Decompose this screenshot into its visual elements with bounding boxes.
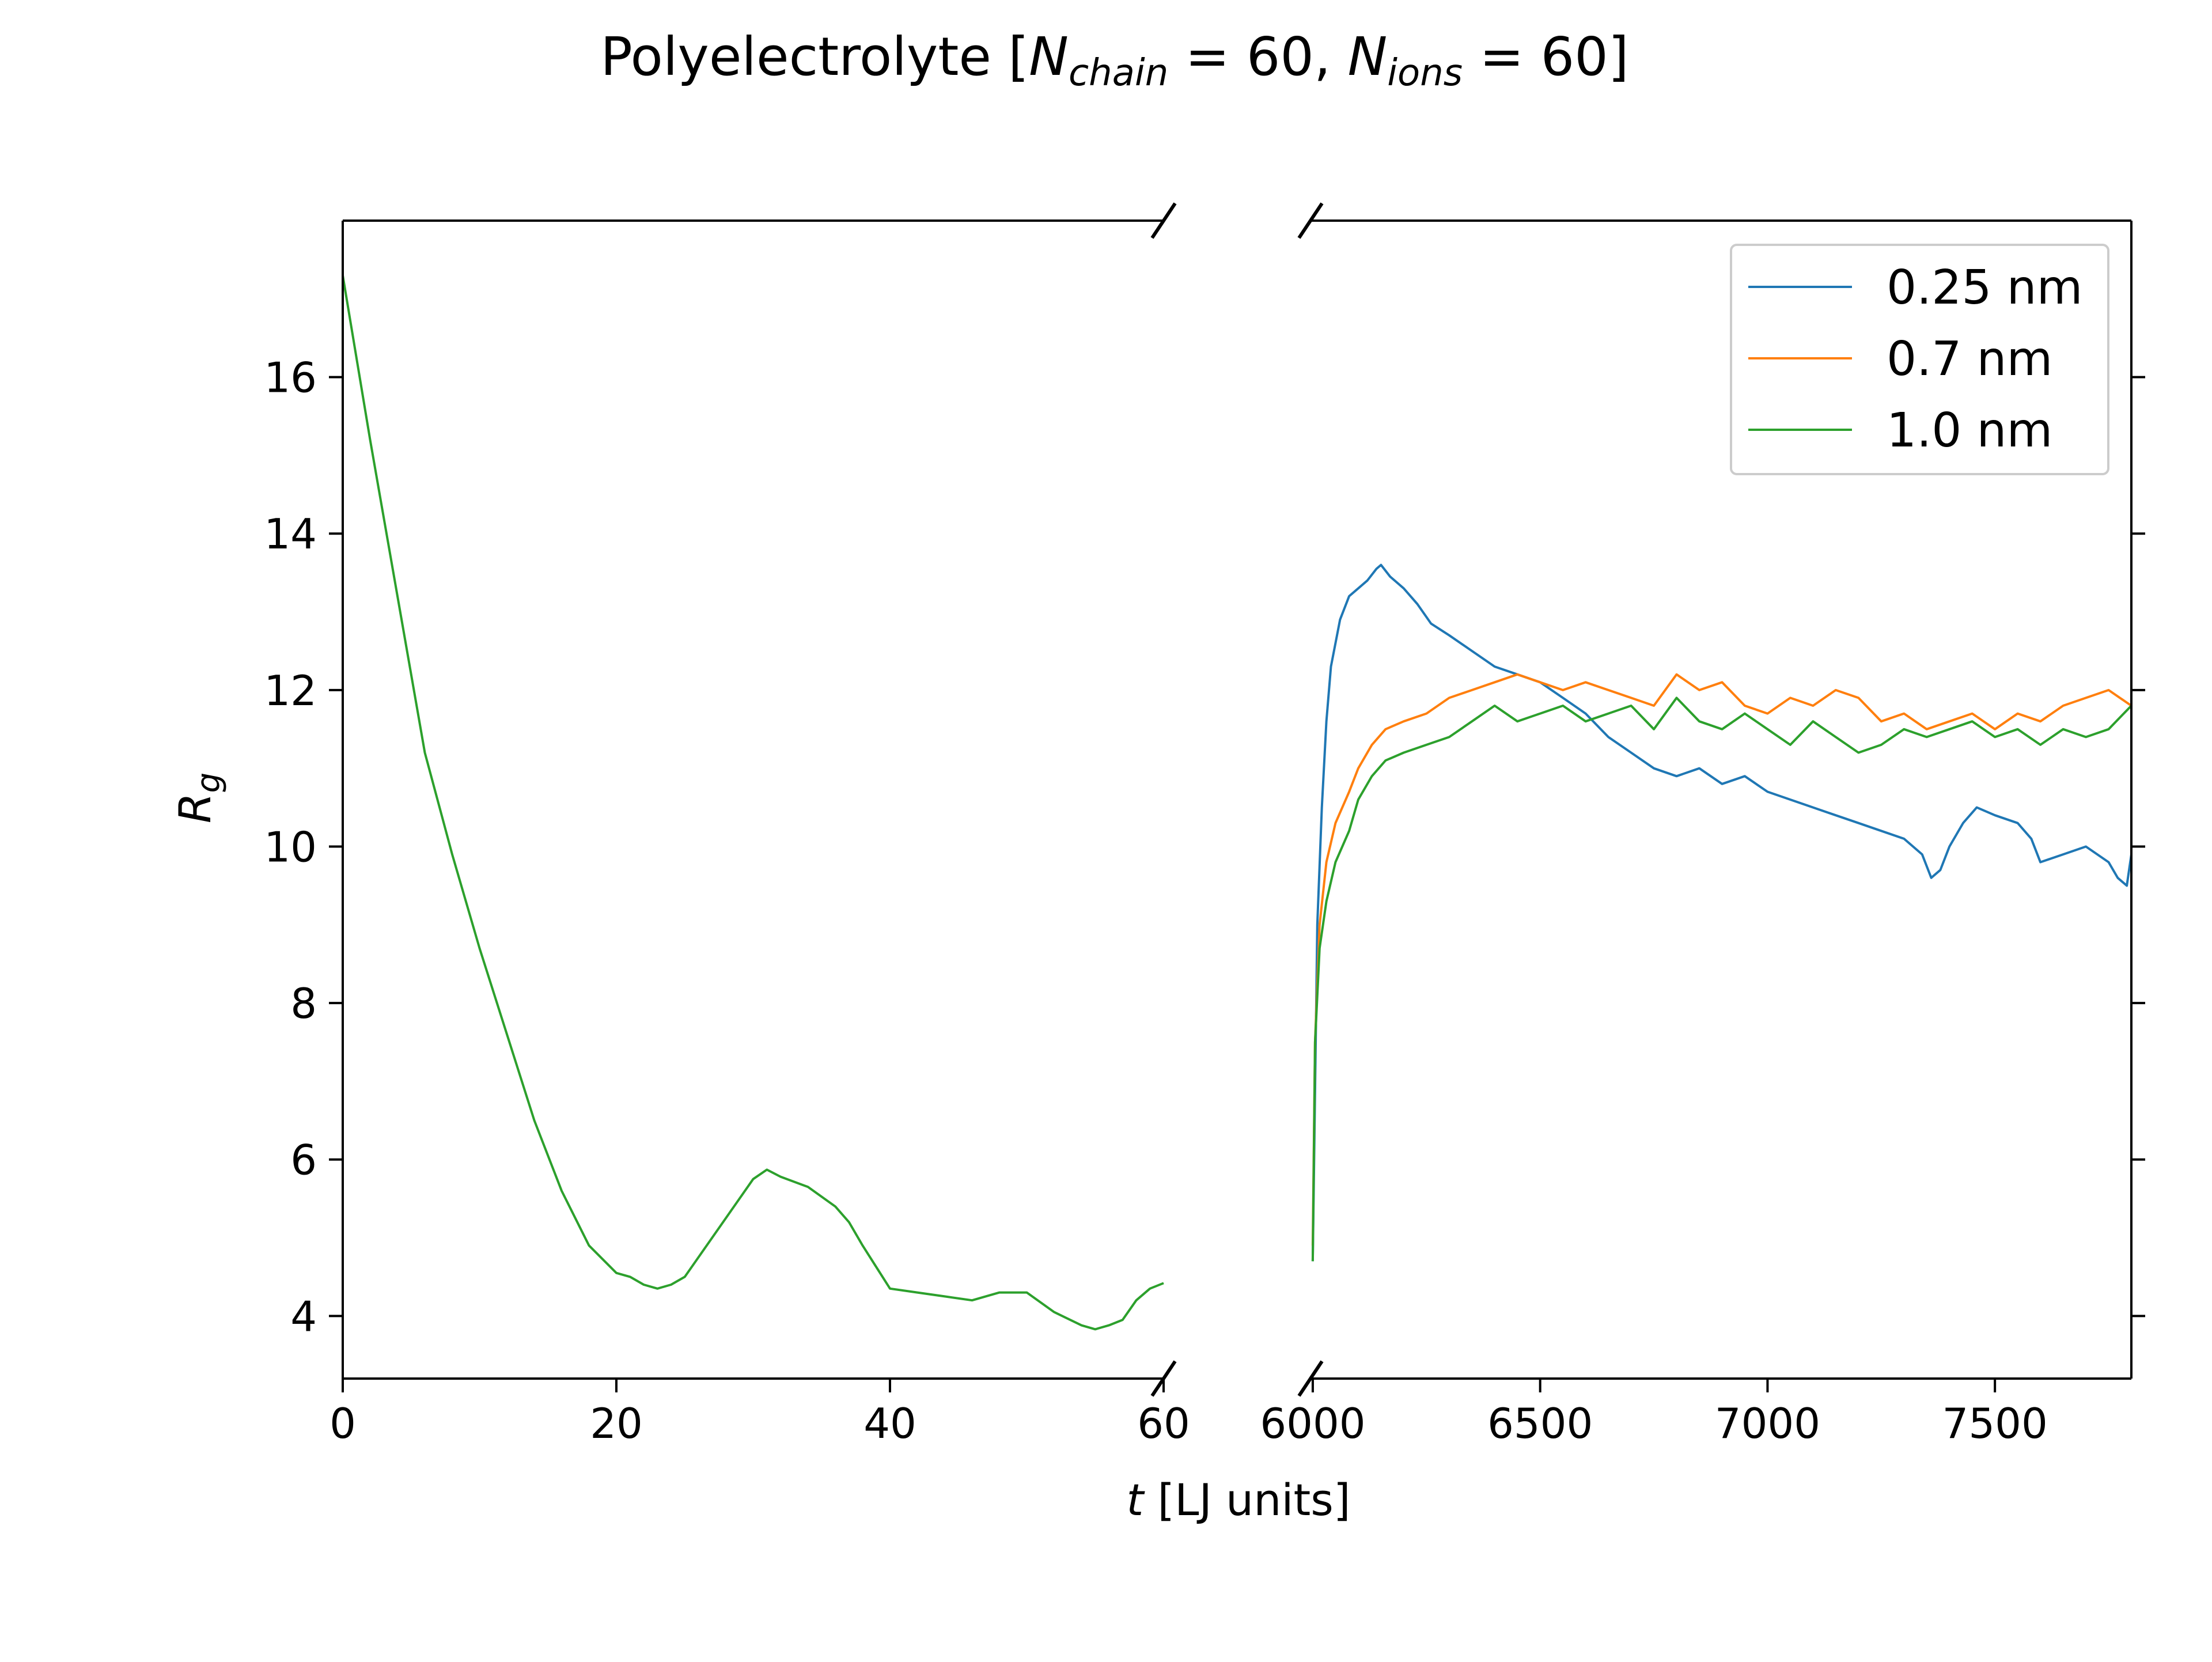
legend-label: 0.25 nm xyxy=(1887,260,2083,315)
axis-break-marks xyxy=(1150,202,1324,1397)
right-series-lines xyxy=(1311,563,2133,1262)
legend-box xyxy=(1730,244,2109,475)
y-tick-label: 10 xyxy=(264,823,317,871)
left-series-lines xyxy=(342,275,1164,1331)
x-tick-label: 60 xyxy=(1137,1399,1190,1448)
left-panel: 0 20 40 60 4 6 8 10 12 14 16 xyxy=(264,219,1190,1448)
x-tick-label: 6000 xyxy=(1260,1399,1365,1448)
y-axis-label: Rg xyxy=(169,773,228,823)
series-line-right-1-0-nm xyxy=(1311,696,2133,1262)
y-tick-label: 12 xyxy=(264,667,317,715)
break-mark-top-left xyxy=(1150,202,1177,239)
x-tick-label: 0 xyxy=(329,1399,356,1448)
break-mark-top-right xyxy=(1297,202,1324,239)
right-panel: 6000 6500 7000 7500 xyxy=(1260,219,2145,1448)
y-tick-label: 16 xyxy=(264,354,317,402)
series-line-right-0-25-nm xyxy=(1311,563,2133,1262)
right-y-ticks xyxy=(2131,376,2145,1318)
right-x-ticks: 6000 6500 7000 7500 xyxy=(1260,1379,2048,1448)
series-line-right-0-7-nm xyxy=(1311,673,2133,1246)
legend-label: 1.0 nm xyxy=(1887,403,2052,458)
legend-entries: 0.25 nm 0.7 nm 1.0 nm xyxy=(1748,260,2083,458)
y-tick-label: 8 xyxy=(290,979,317,1028)
x-tick-label: 20 xyxy=(590,1399,643,1448)
y-ticks: 4 6 8 10 12 14 16 xyxy=(264,354,343,1341)
legend-label: 0.7 nm xyxy=(1887,332,2052,387)
break-mark-bottom-right xyxy=(1297,1360,1324,1397)
x-axis-label: t [LJ units] xyxy=(1126,1474,1350,1525)
x-tick-label: 40 xyxy=(863,1399,916,1448)
chart-title: Polyelectrolyte [Nchain = 60, Nions = 60… xyxy=(600,26,1628,94)
y-tick-label: 4 xyxy=(290,1292,317,1341)
x-tick-label: 6500 xyxy=(1487,1399,1593,1448)
series-line-left-1-0-nm xyxy=(342,275,1164,1331)
break-mark-bottom-left xyxy=(1150,1360,1177,1397)
left-x-ticks: 0 20 40 60 xyxy=(329,1379,1190,1448)
y-tick-label: 6 xyxy=(290,1136,317,1184)
legend: 0.25 nm 0.7 nm 1.0 nm xyxy=(1730,244,2109,475)
x-tick-label: 7000 xyxy=(1715,1399,1820,1448)
y-tick-label: 14 xyxy=(264,510,317,558)
x-tick-label: 7500 xyxy=(1942,1399,2048,1448)
